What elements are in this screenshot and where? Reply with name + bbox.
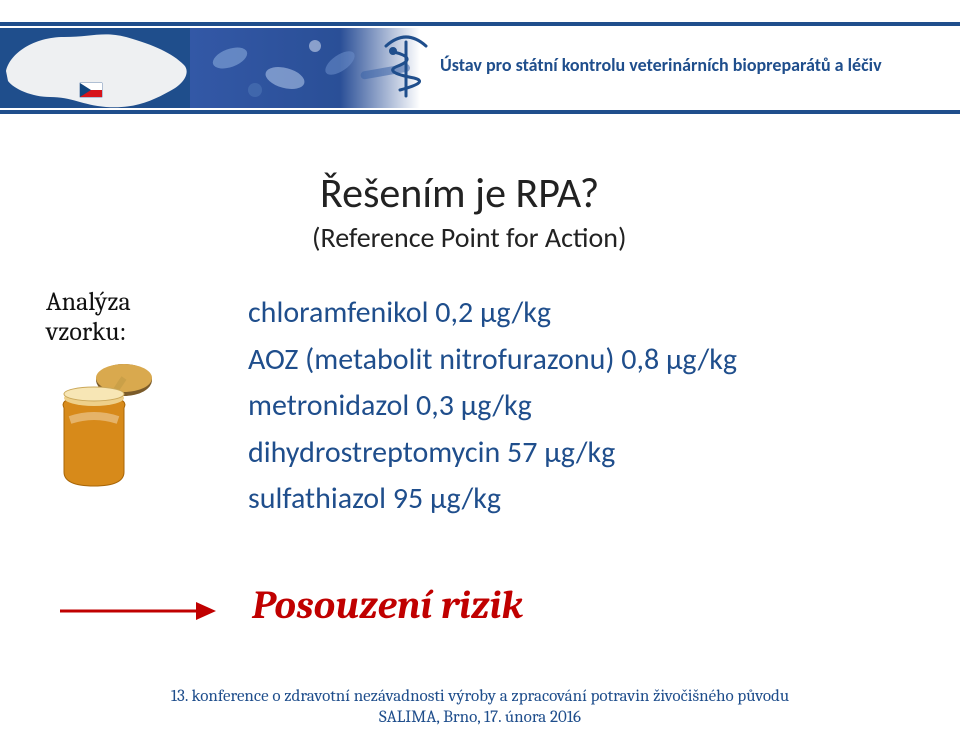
list-item-text: dihydrostreptomycin 57 [248, 434, 544, 471]
list-item: AOZ (metabolit nitrofurazonu) 0,8 μg/kg [248, 337, 737, 384]
header-top-rule [0, 22, 960, 26]
header-bottom-rule [0, 110, 960, 114]
list-item: metronidazol 0,3 μg/kg [248, 383, 737, 430]
slide-subtitle: (Reference Point for Action) [312, 220, 626, 255]
list-item-unit: μg/kg [480, 294, 551, 331]
list-item-text: sulfathiazol 95 [248, 480, 430, 517]
footer: 13. konference o zdravotní nezávadnosti … [0, 686, 960, 729]
list-item-text: AOZ (metabolit nitrofurazonu) 0,8 [248, 341, 666, 378]
aesculap-snake-icon [380, 32, 432, 104]
header: Ústav pro státní kontrolu veterinárních … [0, 22, 960, 114]
slide: Ústav pro státní kontrolu veterinárních … [0, 0, 960, 746]
czech-map-icon [0, 28, 190, 108]
sample-label: Analýza vzorku: [46, 288, 131, 348]
sample-label-line1: Analýza [46, 287, 131, 317]
footer-line1: 13. konference o zdravotní nezávadnosti … [0, 686, 960, 707]
slide-title: Řešením je RPA? [320, 168, 599, 219]
list-item-unit: μg/kg [430, 480, 501, 517]
honey-jar-icon [40, 350, 158, 490]
list-item-text: metronidazol 0,3 [248, 387, 461, 424]
list-item-unit: μg/kg [544, 434, 615, 471]
list-item: sulfathiazol 95 μg/kg [248, 476, 737, 523]
sample-label-line2: vzorku: [46, 317, 126, 347]
risk-assessment-label: Posouzení rizik [252, 582, 523, 628]
arrow-icon [58, 598, 218, 624]
footer-line2: SALIMA, Brno, 17. února 2016 [0, 707, 960, 728]
list-item-text: chloramfenikol 0,2 [248, 294, 480, 331]
substance-list: chloramfenikol 0,2 μg/kg AOZ (metabolit … [248, 290, 737, 523]
list-item: chloramfenikol 0,2 μg/kg [248, 290, 737, 337]
list-item-unit: μg/kg [666, 341, 737, 378]
list-item-unit: μg/kg [461, 387, 532, 424]
header-org-title: Ústav pro státní kontrolu veterinárních … [440, 54, 940, 76]
list-item: dihydrostreptomycin 57 μg/kg [248, 430, 737, 477]
